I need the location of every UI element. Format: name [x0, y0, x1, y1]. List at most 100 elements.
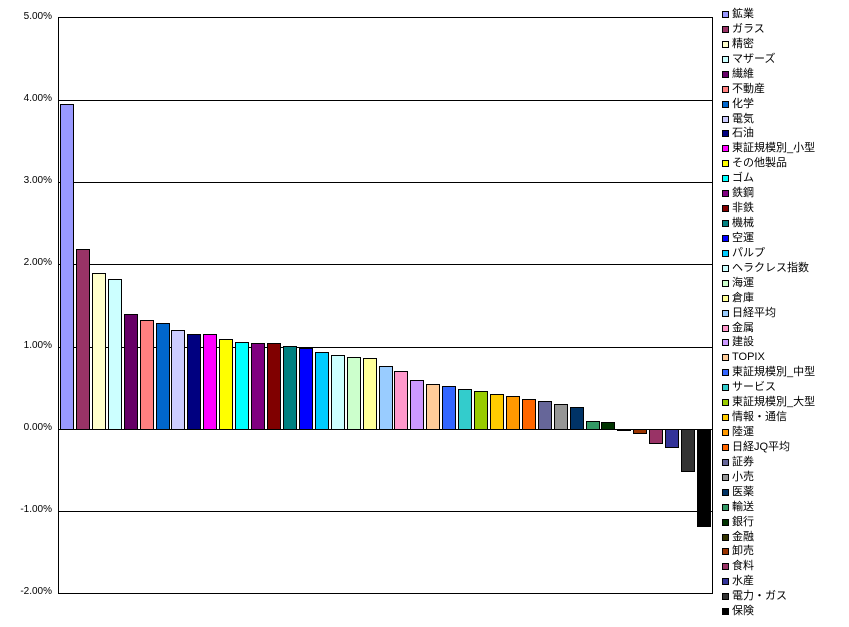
- legend-item-石油: 石油: [722, 127, 754, 140]
- legend-swatch-icon: [722, 354, 729, 362]
- legend-label: 機械: [732, 217, 754, 230]
- bar-化学: [155, 322, 170, 430]
- bar-ゴム: [235, 341, 250, 430]
- chart-legend: 鉱業ガラス精密マザーズ 繊維不動産化学電気 石油東証規模別_小型その他製品ゴム鉄鋼非…: [722, 0, 849, 627]
- legend-swatch-icon: [722, 384, 729, 392]
- bar-銀行: [601, 422, 616, 430]
- legend-swatch-icon: [722, 429, 729, 437]
- bar-金融: [617, 428, 632, 431]
- y-axis-tick-label: 4.00%: [23, 93, 52, 105]
- legend-item-小売: 小売: [722, 471, 754, 484]
- legend-item-保険: 保険: [722, 605, 754, 618]
- y-axis-tick-label: 2.00%: [23, 257, 52, 269]
- legend-label: 不動産: [732, 82, 765, 95]
- legend-item-卸売: 卸売: [722, 545, 754, 558]
- legend-swatch-icon: [722, 399, 729, 407]
- legend-swatch-icon: [722, 473, 729, 481]
- legend-label: 証券: [732, 455, 754, 468]
- legend-item-銀行: 銀行: [722, 516, 754, 529]
- bar-医薬: [569, 406, 584, 430]
- legend-item-機械: 機械: [722, 217, 754, 230]
- legend-label: 医薬: [732, 485, 754, 498]
- legend-label: 東証規模別_大型: [732, 396, 816, 409]
- bar-不動産: [139, 319, 154, 430]
- legend-item-精密: 精密: [722, 38, 754, 51]
- bar-東証規模別_大型: [474, 391, 489, 430]
- legend-label: 鉄鋼: [732, 187, 754, 200]
- bar-建設: [410, 379, 425, 430]
- legend-item-食料: 食料: [722, 560, 754, 573]
- bar-食料: [649, 428, 664, 445]
- legend-label: パルプ: [732, 246, 765, 259]
- bar-その他製品: [219, 338, 234, 430]
- legend-label: ガラス: [732, 22, 765, 35]
- legend-label: 精密: [732, 37, 754, 50]
- plot-area: [58, 17, 713, 594]
- bar-情報・通信: [489, 394, 504, 430]
- legend-item-化学: 化学: [722, 98, 754, 111]
- legend-swatch-icon: [722, 11, 729, 18]
- legend-swatch-icon: [722, 324, 729, 332]
- legend-label: 空運: [732, 231, 754, 244]
- legend-label: 繊維: [732, 67, 754, 80]
- legend-label: 陸運: [732, 426, 754, 439]
- legend-swatch-icon: [722, 249, 729, 257]
- legend-item-金属: 金属: [722, 322, 754, 335]
- bar-証券: [537, 400, 552, 430]
- legend-item-陸運: 陸運: [722, 426, 754, 439]
- legend-label: 情報・通信: [732, 411, 787, 424]
- legend-item-医薬: 医薬: [722, 486, 754, 499]
- legend-label: サービス: [732, 381, 776, 394]
- bar-空運: [298, 347, 313, 430]
- legend-item-倉庫: 倉庫: [722, 292, 754, 305]
- legend-item-鉄鋼: 鉄鋼: [722, 187, 754, 200]
- legend-item-その他製品: その他製品: [722, 157, 787, 170]
- legend-label: 建設: [732, 336, 754, 349]
- legend-label: 水産: [732, 575, 754, 588]
- legend-swatch-icon: [722, 458, 729, 466]
- legend-label: 小売: [732, 470, 754, 483]
- bar-鉱業: [59, 104, 74, 430]
- bar-石油: [187, 333, 202, 430]
- legend-item-証券: 証券: [722, 456, 754, 469]
- legend-item-鉱業: 鉱業: [722, 8, 754, 21]
- legend-label: 東証規模別_中型: [732, 366, 816, 379]
- legend-swatch-icon: [722, 175, 729, 183]
- legend-swatch-icon: [722, 518, 729, 526]
- legend-item-ヘラクレス指数: ヘラクレス指数: [722, 262, 809, 275]
- legend-swatch-icon: [722, 55, 729, 63]
- gridline: [59, 510, 712, 512]
- legend-item-パルプ: パルプ: [722, 247, 765, 260]
- legend-item-電力・ガス: 電力・ガス: [722, 590, 787, 603]
- legend-item-非鉄: 非鉄: [722, 202, 754, 215]
- legend-item-水産: 水産: [722, 575, 754, 588]
- bar-卸売: [633, 428, 648, 435]
- legend-label: 鉱業: [732, 8, 754, 20]
- legend-swatch-icon: [722, 190, 729, 198]
- legend-label: その他製品: [732, 157, 787, 170]
- legend-swatch-icon: [722, 160, 729, 168]
- legend-label: 海運: [732, 276, 754, 289]
- bar-ガラス: [75, 249, 90, 430]
- legend-label: ゴム: [732, 172, 754, 185]
- bar-マザーズ: [107, 279, 122, 430]
- legend-label: 電力・ガス: [732, 590, 787, 603]
- legend-swatch-icon: [722, 578, 729, 586]
- y-axis-tick-label: 1.00%: [23, 339, 52, 351]
- bar-保険: [697, 428, 712, 528]
- bar-水産: [665, 428, 680, 448]
- bar-電力・ガス: [681, 428, 696, 473]
- legend-label: 銀行: [732, 515, 754, 528]
- legend-swatch-icon: [722, 294, 729, 302]
- legend-label: TOPIX: [732, 351, 765, 364]
- legend-item-電気: 電気: [722, 113, 754, 126]
- bar-日経JQ平均: [521, 399, 536, 430]
- gridline: [59, 264, 712, 266]
- legend-item-マザーズ: マザーズ: [722, 53, 775, 66]
- bar-金属: [394, 370, 409, 430]
- legend-swatch-icon: [722, 488, 729, 496]
- legend-item-輸送: 輸送: [722, 501, 754, 514]
- legend-item-東証規模別_小型: 東証規模別_小型: [722, 142, 815, 155]
- bar-TOPIX: [426, 383, 441, 430]
